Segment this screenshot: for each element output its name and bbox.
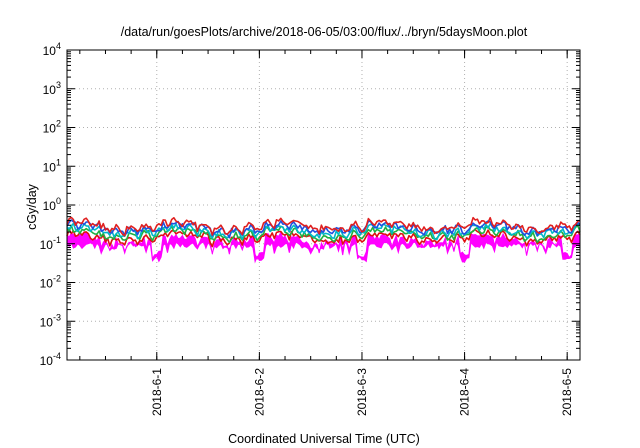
y-tick-label: 10-1 — [40, 235, 61, 252]
x-tick-label: 2018-6-4 — [458, 368, 472, 416]
y-tick-label: 102 — [43, 119, 61, 136]
x-axis-label: Coordinated Universal Time (UTC) — [228, 432, 420, 446]
y-tick-label: 10-4 — [40, 351, 61, 368]
series-line-5 — [66, 216, 581, 237]
series-line-2 — [66, 224, 581, 244]
x-tick-label: 2018-6-1 — [150, 368, 164, 416]
x-tick-label: 2018-6-2 — [252, 368, 266, 416]
y-tick-label: 101 — [43, 157, 61, 174]
grid — [67, 50, 580, 360]
series-line-3 — [66, 222, 581, 241]
y-axis: 10-4 10-3 10-2 10-1 100 101 102 103 104 — [40, 41, 580, 368]
series-line-1 — [66, 228, 581, 248]
chart-title: /data/run/goesPlots/archive/2018-06-05/0… — [121, 25, 528, 39]
y-tick-label: 10-3 — [40, 312, 61, 329]
x-tick-label: 2018-6-5 — [560, 368, 574, 416]
x-axis: 2018-6-1 2018-6-2 2018-6-3 2018-6-4 2018-6-5 — [79, 50, 574, 416]
y-tick-label: 104 — [43, 41, 61, 58]
y-tick-label: 100 — [43, 196, 61, 213]
y-tick-label: 10-2 — [40, 274, 61, 291]
y-tick-label: 103 — [43, 80, 61, 97]
x-tick-label: 2018-6-3 — [355, 368, 369, 416]
series-group — [66, 216, 581, 264]
y-axis-label: cGy/day — [25, 183, 39, 230]
